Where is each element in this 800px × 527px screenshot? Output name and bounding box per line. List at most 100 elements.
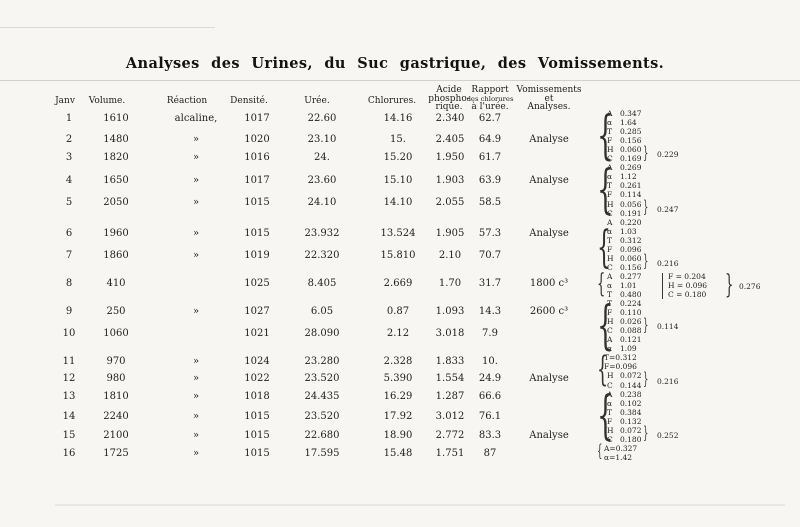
table-cell-janv: 2 (65, 134, 73, 145)
column-header-acide-phosphorique: Acide phospho-rique. (428, 86, 470, 112)
table-cell-acide-phosphorique: 2.10 (438, 250, 462, 261)
table-cell-reaction: » (192, 306, 200, 317)
column-header-janv: Janv (55, 97, 75, 106)
table-cell-reaction: » (192, 448, 200, 459)
table-cell-densite: 1015 (244, 430, 270, 441)
table-cell-vomissements: Analyse (529, 430, 569, 441)
column-header-line: Chlorures. (367, 96, 417, 106)
table-cell-uree: 28.090 (304, 328, 340, 339)
column-header-line: Acide (436, 85, 462, 95)
table-cell-vomissements: Analyse (529, 134, 569, 145)
annotation-label: α (607, 398, 613, 408)
secondary-sum-brace-right: } (725, 269, 734, 301)
annotation-value: 0.180 (620, 434, 642, 444)
sum-brace-right: } (643, 423, 649, 444)
annotation-value: 0.191 (620, 208, 642, 218)
table-cell-rapport: 61.7 (478, 152, 502, 163)
table-cell-vomissements: 1800 c³ (529, 278, 569, 289)
annotation-secondary-line: H = 0.096 (668, 280, 708, 290)
sum-brace-right: } (643, 142, 649, 163)
annotation-value: 0.026 (620, 317, 642, 327)
table-cell-rapport: 31.7 (478, 278, 502, 289)
column-header-line: Vomissements (516, 85, 582, 95)
annotation-label: H (607, 253, 614, 263)
annotation-label: α (607, 280, 613, 290)
annotation-label: C (607, 262, 613, 272)
annotation-value: 0.220 (620, 217, 642, 227)
table-cell-reaction: » (192, 152, 200, 163)
annotation-value: 0.277 (620, 271, 642, 281)
table-cell-rapport: 14.3 (478, 306, 502, 317)
table-cell-densite: 1015 (244, 448, 270, 459)
table-cell-vomissements: 2600 c³ (529, 306, 569, 317)
sum-brace-right: } (643, 368, 649, 389)
table-cell-densite: 1018 (244, 391, 270, 402)
annotation-value: 0.156 (620, 136, 642, 146)
annotation-value: 0.060 (620, 145, 642, 155)
sum-value: 0.216 (657, 376, 679, 386)
sum-brace-right: } (643, 251, 649, 272)
table-cell-reaction: » (192, 356, 200, 367)
table-cell-volume: 980 (106, 373, 126, 384)
annotation-value: 0.347 (620, 109, 642, 118)
annotation-label: T (607, 299, 613, 309)
table-cell-volume: 1860 (103, 250, 129, 261)
table-cell-uree: 23.60 (307, 175, 337, 186)
table-cell-volume: 2050 (103, 197, 129, 208)
annotation-value: 0.072 (620, 425, 642, 435)
annotation-label: H (607, 145, 614, 155)
annotation-value: 0.238 (620, 389, 642, 399)
column-header-uree: Urée. (304, 97, 329, 106)
table-cell-rapport: 58.5 (478, 197, 502, 208)
annotation-value: 0.096 (620, 244, 642, 254)
table-cell-acide-phosphorique: 1.751 (435, 448, 465, 459)
column-header-volume: Volume. (89, 97, 126, 106)
annotation-label: F (607, 416, 613, 426)
annotation-value: 1.09 (620, 344, 637, 354)
table-cell-acide-phosphorique: 2.772 (435, 430, 465, 441)
table-cell-chlorures: 2.669 (383, 278, 413, 289)
table-cell-chlorures: 14.16 (383, 113, 413, 124)
annotation-value: 0.156 (620, 262, 642, 272)
column-header-line: Réaction (166, 96, 208, 106)
sum-value: 0.216 (657, 259, 679, 269)
annotation-value: 0.110 (620, 308, 642, 318)
table-cell-janv: 5 (65, 197, 73, 208)
table-cell-rapport: 64.9 (478, 134, 502, 145)
annotation-value: 0.060 (620, 253, 642, 263)
table-cell-chlorures: 0.87 (386, 306, 410, 317)
table-cell-chlorures: 2.12 (386, 328, 410, 339)
table-cell-densite: 1022 (244, 373, 270, 384)
table-cell-reaction: » (192, 411, 200, 422)
table-cell-janv: 4 (65, 175, 73, 186)
column-header-line: Densité. (230, 96, 268, 106)
annotation-label: α (607, 226, 613, 236)
table-cell-uree: 23.520 (304, 411, 340, 422)
annotation-label: H (607, 199, 614, 209)
annotation-label: F (607, 136, 613, 146)
annotation-value: 0.285 (620, 127, 642, 137)
column-header-densite: Densité. (230, 97, 268, 106)
table-cell-reaction: » (192, 197, 200, 208)
scan-artifact-line-bottom (55, 504, 785, 506)
annotation-label: T (607, 407, 613, 417)
annotation-value: 0.144 (620, 380, 642, 390)
group-brace-left: { (597, 441, 603, 462)
table-cell-chlorures: 18.90 (383, 430, 413, 441)
table-cell-densite: 1027 (244, 306, 270, 317)
group-brace-left: { (597, 269, 606, 300)
annotation-value: 0.480 (620, 290, 642, 299)
table-cell-densite: 1021 (244, 328, 270, 339)
table-cell-janv: 12 (62, 373, 76, 384)
table-cell-volume: 1060 (103, 328, 129, 339)
table-cell-janv: 10 (62, 328, 76, 339)
annotation-secondary-line: C = 0.180 (668, 290, 707, 299)
table-cell-acide-phosphorique: 1.833 (435, 356, 465, 367)
table-cell-rapport: 87 (483, 448, 497, 459)
table-cell-chlorures: 5.390 (383, 373, 413, 384)
sum-value: 0.114 (657, 322, 679, 332)
table-cell-rapport: 66.6 (478, 391, 502, 402)
annotation-value: 0.132 (620, 416, 642, 426)
column-header-vomissements: Vomissements et Analyses. (517, 86, 582, 112)
